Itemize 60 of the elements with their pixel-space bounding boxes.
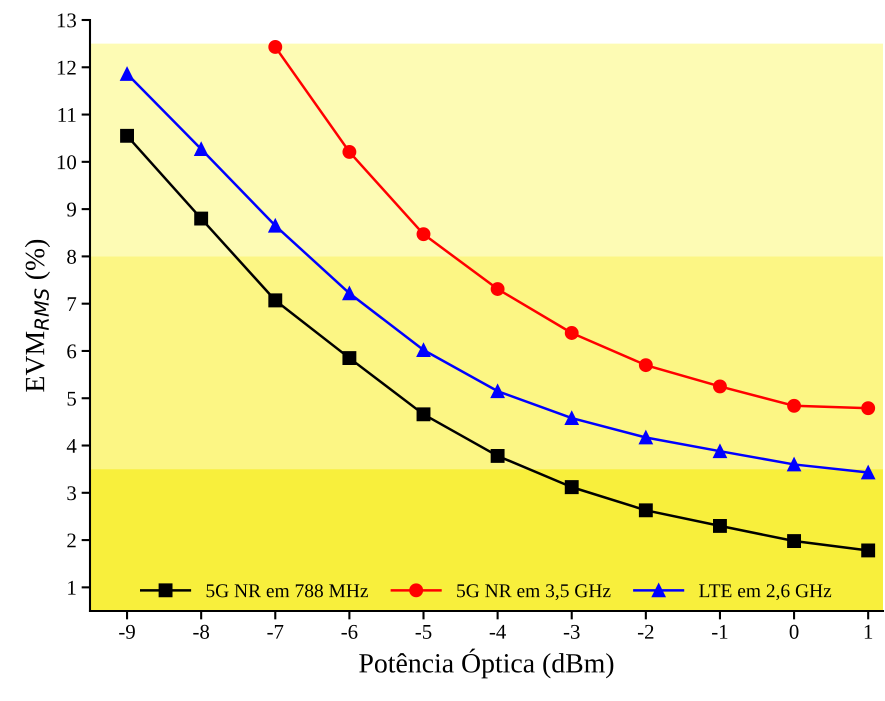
point [787,398,802,413]
point [490,384,505,398]
point [787,457,802,472]
y-tick-label: 3 [67,486,76,500]
point [416,227,430,242]
y-tick-label: 11 [58,108,76,122]
y-tick-label: 12 [58,60,76,75]
y-tick-label: 9 [67,202,76,217]
point [713,379,727,394]
point [268,218,282,233]
x-tick-label: -4 [490,624,506,639]
legend-label: 5G NR em 788 MHz [206,584,368,598]
x-tick-label: -5 [416,625,432,639]
y-tick-label: 4 [66,439,76,453]
point [416,343,430,357]
point [638,358,653,372]
point [194,212,208,226]
point [342,286,356,300]
point [861,401,876,416]
point [713,518,727,533]
point [342,144,356,159]
point [713,444,727,458]
point [490,448,505,463]
point [120,128,134,143]
y-tick-label: 2 [67,534,76,548]
point [194,142,208,156]
y-tick-label: 1 [68,580,76,595]
point [416,407,430,422]
y-tick-label: 8 [67,250,76,264]
x-axis-title: Potência Óptica (dBm) [359,648,614,678]
x-tick-label: -9 [119,624,135,639]
x-tick-label: -3 [564,624,580,639]
point [861,466,876,480]
y-tick-label: 13 [58,13,76,28]
point [638,430,653,444]
legend-label: LTE em 2,6 GHz [699,584,832,600]
point [564,326,579,340]
point [564,480,579,494]
y-tick-label: 5 [68,392,76,406]
point [490,282,505,296]
point [342,351,356,365]
legend-label: 5G NR em 3,5 GHz [457,584,610,600]
x-tick-label: -8 [193,624,210,639]
x-tick-label: 1 [864,624,872,639]
y-tick-label: 10 [58,155,76,170]
y-tick-label: 6 [67,344,76,358]
y-axis-title: EVM$_{RMS}$ (%) [24,240,50,392]
x-tick-label: 0 [790,624,798,639]
point [268,293,282,308]
point [120,66,134,81]
x-tick-label: -2 [638,624,654,639]
point [861,544,876,558]
x-tick-label: -7 [267,625,284,639]
point [268,40,282,54]
point [787,534,802,548]
point [638,503,653,518]
point [564,411,579,426]
x-tick-label: -1 [712,624,728,639]
x-tick-label: -6 [341,624,358,639]
y-tick-label: 7 [68,297,76,311]
